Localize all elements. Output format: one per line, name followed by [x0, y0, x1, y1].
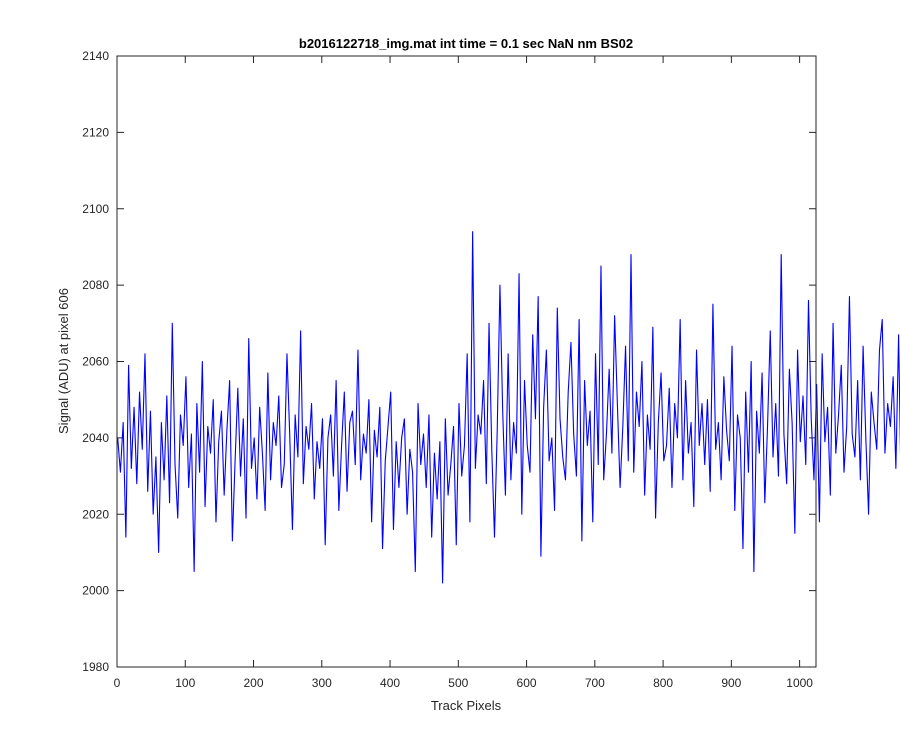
x-tick-label: 100: [175, 676, 195, 690]
y-tick-label: 2000: [82, 584, 109, 598]
y-axis-label: Signal (ADU) at pixel 606: [56, 288, 71, 434]
x-axis-label: Track Pixels: [431, 698, 502, 713]
y-tick-label: 2100: [82, 202, 109, 216]
chart-title: b2016122718_img.mat int time = 0.1 sec N…: [299, 36, 633, 51]
x-tick-label: 900: [721, 676, 741, 690]
tick-labels: 0 100 200 300 400 500 600 700 800 900 1000 1980 2000…: [82, 49, 813, 690]
series-line: [117, 231, 900, 584]
y-tick-label: 2040: [82, 431, 109, 445]
y-tick-label: 2080: [82, 278, 109, 292]
x-tick-label: 600: [517, 676, 537, 690]
x-tick-label: 200: [244, 676, 264, 690]
y-tick-label: 2060: [82, 355, 109, 369]
tick-marks: [116, 55, 816, 668]
axes-box: [116, 55, 817, 668]
x-tick-label: 500: [448, 676, 468, 690]
y-tick-label: 2140: [82, 49, 109, 63]
x-tick-label: 800: [653, 676, 673, 690]
x-tick-label: 1000: [786, 676, 813, 690]
x-tick-label: 0: [114, 676, 121, 690]
y-tick-label: 1980: [82, 660, 109, 674]
y-tick-label: 2020: [82, 507, 109, 521]
x-tick-label: 700: [585, 676, 605, 690]
x-tick-label: 400: [380, 676, 400, 690]
x-tick-label: 300: [312, 676, 332, 690]
y-tick-label: 2120: [82, 125, 109, 139]
